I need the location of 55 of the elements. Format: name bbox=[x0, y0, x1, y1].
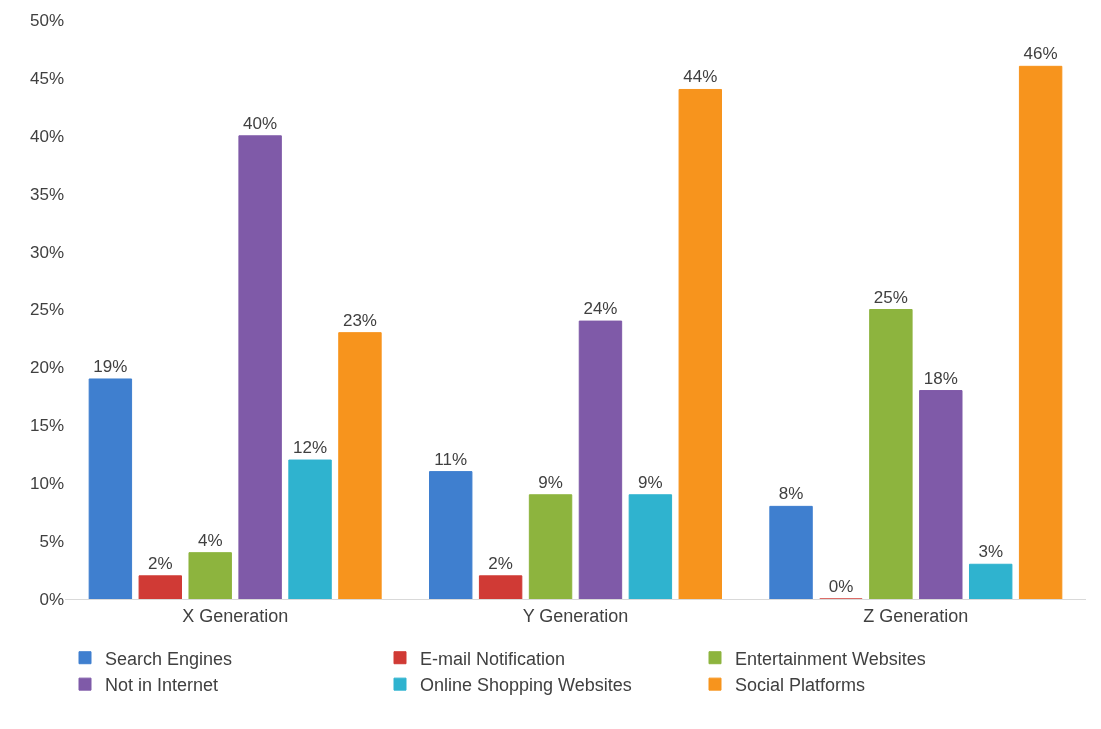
y-tick-label: 45% bbox=[29, 68, 64, 88]
bar bbox=[338, 332, 382, 599]
y-tick-label: 25% bbox=[29, 300, 64, 320]
x-tick-label: Y Generation bbox=[522, 605, 629, 626]
bar bbox=[188, 552, 232, 599]
y-tick-label: 20% bbox=[29, 358, 64, 378]
data-label: 40% bbox=[243, 113, 278, 133]
bar bbox=[769, 505, 813, 599]
y-tick-label: 0% bbox=[39, 589, 64, 609]
data-label: 9% bbox=[638, 472, 663, 492]
bar bbox=[869, 309, 913, 599]
legend-label: Entertainment Websites bbox=[735, 648, 926, 669]
data-label: 18% bbox=[923, 368, 958, 388]
y-tick-label: 30% bbox=[29, 242, 64, 262]
data-label: 2% bbox=[148, 553, 173, 573]
data-label: 9% bbox=[538, 472, 563, 492]
bar bbox=[238, 135, 282, 599]
data-label: 11% bbox=[434, 449, 468, 469]
data-label: 4% bbox=[197, 530, 223, 550]
data-label: 23% bbox=[342, 310, 377, 330]
data-label: 44% bbox=[683, 67, 718, 87]
x-tick-label: Z Generation bbox=[863, 605, 969, 626]
y-tick-label: 40% bbox=[29, 126, 64, 146]
data-label: 12% bbox=[293, 438, 328, 458]
bar bbox=[288, 459, 332, 599]
data-label: 25% bbox=[873, 287, 908, 307]
bar bbox=[578, 320, 623, 599]
data-label: 8% bbox=[778, 484, 804, 504]
data-label: 3% bbox=[978, 542, 1003, 562]
bar bbox=[88, 378, 133, 599]
bar bbox=[528, 494, 573, 599]
y-tick-label: 15% bbox=[29, 416, 64, 436]
bar bbox=[919, 390, 963, 599]
x-tick-label: X Generation bbox=[182, 605, 289, 626]
legend-label: Not in Internet bbox=[105, 675, 219, 696]
bar bbox=[138, 575, 183, 599]
legend-label: Social Platforms bbox=[735, 675, 866, 696]
data-label: 46% bbox=[1023, 44, 1058, 64]
bar bbox=[478, 575, 523, 599]
bar bbox=[429, 471, 473, 599]
y-tick-label: 10% bbox=[29, 474, 64, 494]
bar bbox=[968, 563, 1013, 599]
bar bbox=[1018, 65, 1063, 599]
data-label: 2% bbox=[488, 553, 513, 573]
bar bbox=[678, 88, 722, 599]
data-label: 24% bbox=[583, 299, 618, 319]
y-tick-label: 5% bbox=[39, 532, 64, 552]
data-label: 0% bbox=[828, 577, 854, 596]
y-tick-label: 35% bbox=[29, 184, 64, 204]
legend-label: E-mail Notification bbox=[420, 648, 566, 669]
data-label: 19% bbox=[93, 356, 128, 376]
legend-label: Online Shopping Websites bbox=[420, 675, 632, 696]
legend-label: Search Engines bbox=[105, 648, 233, 669]
bar bbox=[628, 494, 673, 599]
y-tick-label: 50% bbox=[29, 10, 64, 30]
